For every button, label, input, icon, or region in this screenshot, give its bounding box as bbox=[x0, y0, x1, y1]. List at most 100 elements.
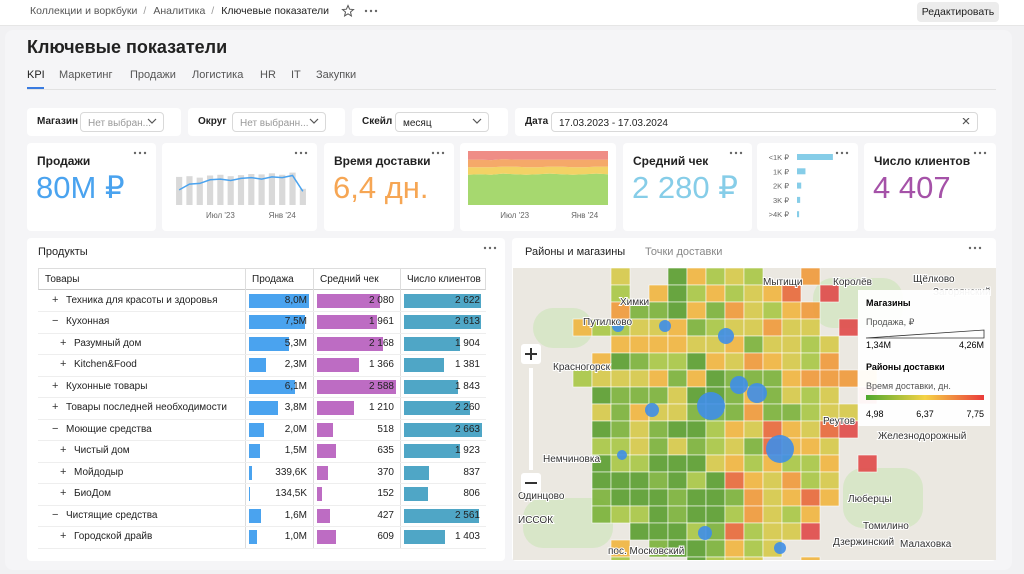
store-marker bbox=[697, 392, 725, 420]
filter-select[interactable]: 17.03.2023 - 17.03.2024 bbox=[551, 112, 978, 132]
zoom-slider bbox=[529, 368, 533, 470]
district bbox=[724, 488, 745, 507]
cell-bar bbox=[404, 444, 461, 459]
tab[interactable]: HR bbox=[260, 69, 276, 81]
bar bbox=[289, 172, 296, 205]
menu-icon[interactable] bbox=[835, 150, 849, 156]
active-tab-underline bbox=[27, 87, 44, 89]
menu-icon[interactable] bbox=[968, 245, 982, 251]
row-toggle[interactable]: − bbox=[52, 422, 59, 435]
row-toggle[interactable]: + bbox=[52, 401, 59, 414]
district bbox=[610, 268, 631, 286]
menu-icon[interactable] bbox=[431, 150, 445, 156]
district bbox=[686, 505, 707, 524]
legend-title: Магазины bbox=[866, 298, 911, 308]
district bbox=[743, 437, 764, 456]
row-toggle[interactable]: + bbox=[52, 293, 59, 306]
place-label: ИССОК bbox=[518, 515, 553, 526]
breadcrumb-separator: / bbox=[211, 5, 215, 17]
district bbox=[781, 335, 802, 354]
kpi-card bbox=[27, 143, 156, 231]
row-toggle[interactable]: − bbox=[52, 508, 59, 521]
cell-value: 1 403 bbox=[454, 531, 480, 543]
row-name: Кухонные товары bbox=[66, 380, 148, 392]
breadcrumb[interactable]: Коллекции и воркбуки bbox=[30, 5, 138, 17]
breadcrumb: Ключевые показатели bbox=[221, 5, 330, 17]
district bbox=[705, 268, 726, 286]
row-toggle[interactable]: + bbox=[60, 358, 67, 371]
district bbox=[591, 420, 612, 439]
place-label: Железнодорожный bbox=[878, 431, 966, 442]
map-tab[interactable]: Точки доставки bbox=[645, 246, 723, 258]
district bbox=[610, 420, 631, 439]
row-divider bbox=[38, 547, 486, 549]
place-label: Дзержинский bbox=[833, 537, 894, 548]
row-toggle[interactable]: + bbox=[60, 336, 67, 349]
district bbox=[743, 505, 764, 524]
district bbox=[610, 335, 631, 354]
edit-button[interactable]: Редактировать bbox=[917, 2, 999, 22]
cell-value: 370 bbox=[377, 466, 394, 478]
district bbox=[667, 471, 688, 490]
row-toggle[interactable]: + bbox=[60, 465, 67, 478]
filter-label: Магазин bbox=[37, 116, 79, 127]
column-divider bbox=[313, 268, 314, 549]
district bbox=[686, 318, 707, 337]
district bbox=[629, 471, 650, 490]
star-icon[interactable] bbox=[341, 4, 355, 18]
row-toggle[interactable]: + bbox=[60, 487, 67, 500]
district bbox=[781, 505, 802, 524]
district bbox=[781, 352, 802, 371]
district bbox=[800, 505, 821, 524]
district bbox=[686, 556, 707, 560]
district bbox=[610, 386, 631, 405]
map-park bbox=[533, 308, 593, 348]
district bbox=[667, 268, 688, 286]
filter-select[interactable]: Нет выбран... bbox=[80, 112, 164, 132]
tab[interactable]: Продажи bbox=[130, 69, 176, 81]
district bbox=[781, 471, 802, 490]
menu-icon[interactable] bbox=[133, 150, 147, 156]
district bbox=[629, 352, 650, 371]
tab[interactable]: Маркетинг bbox=[59, 69, 113, 81]
menu-icon[interactable] bbox=[973, 150, 987, 156]
cell-value: 2 260 bbox=[454, 402, 480, 414]
chevron-icon bbox=[472, 118, 482, 124]
district bbox=[724, 539, 745, 558]
breadcrumb[interactable]: Аналитика bbox=[153, 5, 206, 17]
district bbox=[705, 471, 726, 490]
row-name: Городской драйв bbox=[74, 531, 153, 543]
place-label: Немчиновка bbox=[543, 454, 600, 465]
row-toggle[interactable]: + bbox=[52, 379, 59, 392]
district bbox=[819, 437, 840, 456]
store-marker bbox=[645, 403, 659, 417]
row-toggle[interactable]: + bbox=[60, 530, 67, 543]
cell-value: 1,6M bbox=[284, 509, 307, 521]
menu-icon[interactable] bbox=[729, 150, 743, 156]
menu-icon[interactable] bbox=[483, 245, 497, 251]
row-toggle[interactable]: + bbox=[60, 444, 67, 457]
store-marker bbox=[617, 450, 627, 460]
cell-value: 635 bbox=[377, 445, 394, 457]
menu-icon[interactable] bbox=[294, 150, 308, 156]
menu-icon[interactable] bbox=[364, 8, 378, 14]
filter-select[interactable]: месяц bbox=[395, 112, 489, 132]
district bbox=[800, 403, 821, 422]
district bbox=[724, 301, 745, 320]
map-tab[interactable]: Районы и магазины bbox=[525, 246, 626, 258]
cell-value: 339,6K bbox=[275, 466, 307, 478]
tab[interactable]: KPI bbox=[27, 69, 45, 81]
district bbox=[686, 471, 707, 490]
row-toggle[interactable]: − bbox=[52, 315, 59, 328]
color-scale bbox=[866, 395, 984, 400]
filter-select[interactable]: Нет выбранн... bbox=[232, 112, 326, 132]
tab[interactable]: IT bbox=[291, 69, 301, 81]
tab[interactable]: Закупки bbox=[316, 69, 357, 81]
filter-label: Округ bbox=[198, 116, 227, 127]
row-name: Товары последней необходимости bbox=[66, 402, 227, 414]
menu-dot bbox=[294, 151, 298, 155]
tab[interactable]: Логистика bbox=[192, 69, 244, 81]
row-divider bbox=[38, 461, 486, 463]
chevron-icon bbox=[147, 118, 157, 124]
kpi-title: Число клиентов bbox=[874, 154, 971, 168]
